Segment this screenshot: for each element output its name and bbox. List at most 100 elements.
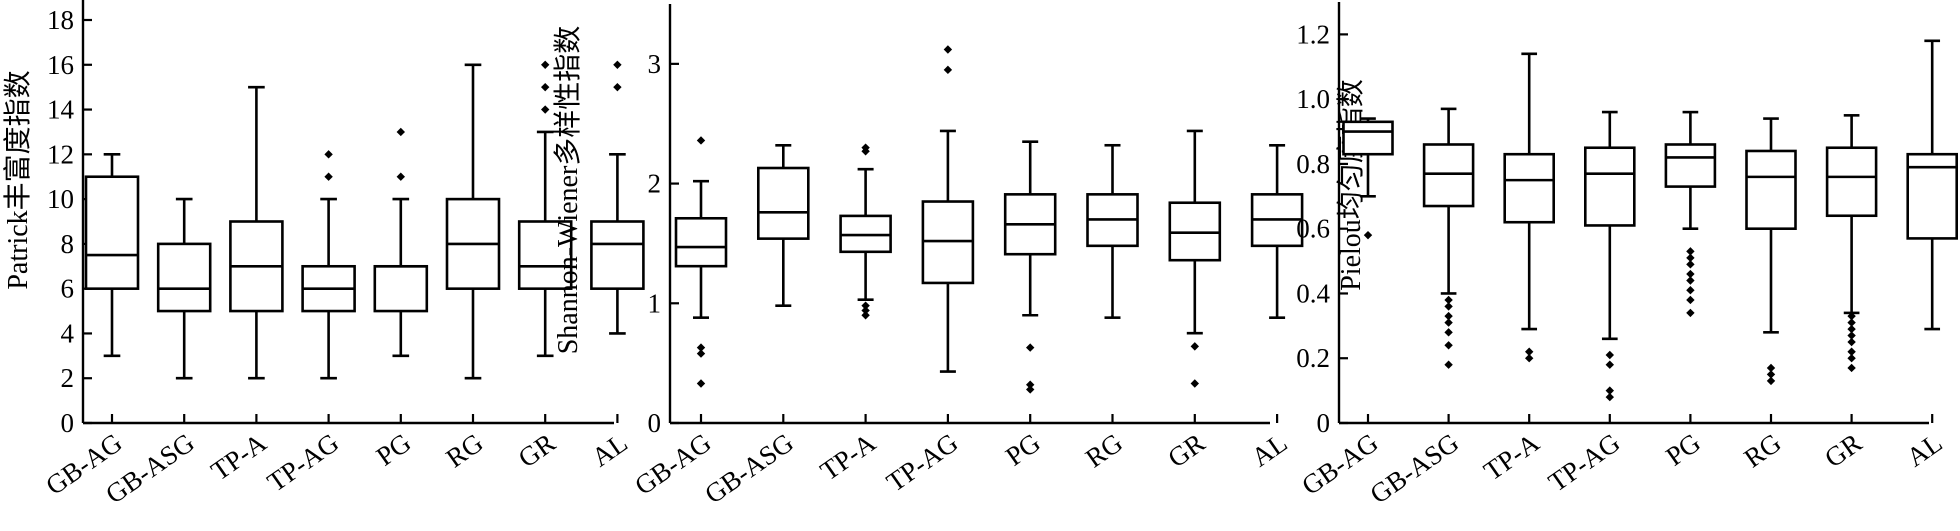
outlier-point xyxy=(1525,354,1534,363)
y-tick-label: 1 xyxy=(648,288,662,318)
box-GB-AG xyxy=(84,153,140,358)
outlier-point xyxy=(1444,295,1453,305)
y-tick-label: 0.6 xyxy=(1296,214,1330,244)
x-tick-label: GB-ASG xyxy=(699,427,799,509)
x-tick-label: TP-A xyxy=(1478,427,1545,486)
outlier-point xyxy=(943,45,953,54)
box-GB-ASG xyxy=(756,143,810,307)
y-tick-label: 0 xyxy=(648,408,662,438)
box-GR xyxy=(1168,129,1222,388)
outlier-point xyxy=(1363,230,1373,240)
outlier-point xyxy=(1686,269,1695,279)
outlier-point xyxy=(1026,343,1035,352)
x-tick-label: AL xyxy=(586,427,633,472)
x-tick-label: TP-AG xyxy=(881,427,963,497)
outlier-point xyxy=(1190,342,1199,351)
outlier-point xyxy=(613,60,622,69)
y-tick-label: 0.8 xyxy=(1296,149,1330,179)
chart-panel-3: 00.20.40.60.81.01.2Pielou均匀度指数GB-AGGB-AS… xyxy=(1296,2,1958,510)
interquartile-box xyxy=(1664,143,1717,188)
x-tick-label: GR xyxy=(1162,427,1210,473)
x-tick-label: AL xyxy=(1901,427,1948,472)
x-tick-label: RG xyxy=(1739,427,1787,473)
interquartile-box xyxy=(1584,146,1636,227)
box-AL xyxy=(1906,39,1958,331)
interquartile-box xyxy=(517,220,573,290)
box-TP-AG xyxy=(921,45,975,373)
interquartile-box xyxy=(156,242,212,313)
outlier-point xyxy=(1444,311,1453,321)
outlier-point xyxy=(1444,302,1453,311)
outlier-point xyxy=(541,105,550,114)
outlier-point xyxy=(1190,379,1199,388)
interquartile-box xyxy=(674,216,728,268)
x-tick-label: TP-A xyxy=(815,427,882,486)
interquartile-box xyxy=(756,166,810,240)
outlier-point xyxy=(1847,337,1856,347)
outlier-point xyxy=(943,65,953,75)
outlier-point xyxy=(696,343,706,352)
box-PG xyxy=(1664,110,1717,318)
box-TP-A xyxy=(1503,52,1555,363)
y-tick-label: 1.2 xyxy=(1296,19,1330,49)
x-tick-label: GB-ASG xyxy=(1364,427,1464,509)
interquartile-box xyxy=(1745,149,1797,230)
box-TP-A xyxy=(229,85,284,380)
outlier-point xyxy=(324,172,333,181)
outlier-point xyxy=(1766,370,1776,379)
y-tick-label: 0.2 xyxy=(1296,343,1330,373)
box-AL xyxy=(1250,143,1304,319)
y-tick-label: 0 xyxy=(61,408,75,438)
box-RG xyxy=(445,63,501,380)
box-GB-ASG xyxy=(156,197,212,380)
interquartile-box xyxy=(84,175,140,290)
interquartile-box xyxy=(1825,146,1878,218)
outlier-point xyxy=(1847,331,1856,340)
x-tick-label: PG xyxy=(371,427,416,471)
y-axis-title: Shannon-Wiener多样性指数 xyxy=(552,26,584,355)
box-PG xyxy=(1003,140,1057,394)
box-RG xyxy=(1086,143,1139,319)
x-tick-label: TP-AG xyxy=(1543,427,1625,497)
y-tick-label: 14 xyxy=(47,95,75,125)
x-tick-label: PG xyxy=(1000,427,1045,471)
outlier-point xyxy=(1444,341,1453,350)
box-GB-AG xyxy=(1342,117,1394,240)
y-tick-label: 10 xyxy=(47,184,74,214)
outlier-point xyxy=(1766,363,1776,373)
box-TP-A xyxy=(839,143,892,320)
outlier-point xyxy=(1444,318,1453,327)
outlier-point xyxy=(1444,328,1453,337)
outlier-point xyxy=(1605,350,1614,360)
y-tick-label: 0.4 xyxy=(1296,278,1330,308)
interquartile-box xyxy=(1503,152,1555,224)
outlier-point xyxy=(861,311,870,320)
outlier-point xyxy=(1444,360,1453,369)
outlier-point xyxy=(861,143,870,152)
box-GB-AG xyxy=(674,136,728,388)
y-tick-label: 3 xyxy=(648,49,662,79)
y-tick-label: 4 xyxy=(61,318,75,348)
outlier-point xyxy=(861,306,870,315)
y-tick-label: 18 xyxy=(47,5,74,35)
x-tick-label: TP-AG xyxy=(262,427,344,497)
outlier-point xyxy=(396,127,405,137)
outlier-point xyxy=(541,60,550,69)
box-PG xyxy=(373,127,429,358)
outlier-point xyxy=(1847,311,1856,321)
x-tick-label: AL xyxy=(1246,427,1293,472)
outlier-point xyxy=(1686,286,1695,295)
box-GR xyxy=(517,60,573,358)
outlier-point xyxy=(696,379,706,388)
interquartile-box xyxy=(1422,143,1475,208)
outlier-point xyxy=(1605,360,1614,369)
y-tick-label: 2 xyxy=(648,169,662,199)
outlier-point xyxy=(1026,380,1035,389)
outlier-point xyxy=(1847,354,1856,363)
x-tick-label: RG xyxy=(441,427,489,473)
outlier-point xyxy=(696,136,706,145)
y-axis-title: Pielou均匀度指数 xyxy=(1335,79,1367,291)
outlier-point xyxy=(1847,318,1856,327)
